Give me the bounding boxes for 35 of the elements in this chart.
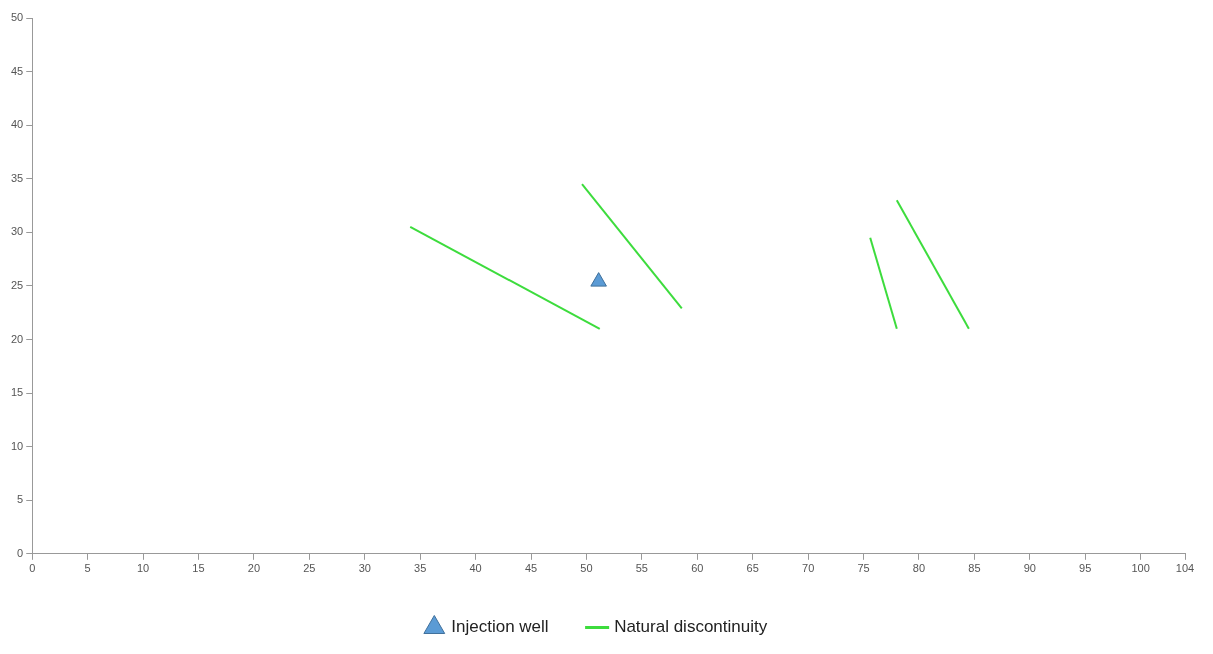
x-tick-label: 60 — [691, 562, 704, 575]
x-tick-label: 0 — [29, 562, 36, 575]
x-tick-label: 80 — [912, 562, 926, 575]
y-tick-label: 15 — [10, 386, 24, 399]
x-tick-label: 100 — [1131, 562, 1150, 575]
x-tick-label: 25 — [303, 562, 316, 575]
x-tick-label: 50 — [580, 562, 593, 575]
x-tick-label: 20 — [247, 562, 261, 575]
x-tick-label: 10 — [136, 562, 150, 575]
y-tick-label: 0 — [17, 546, 24, 559]
x-tick-label: 70 — [802, 562, 815, 575]
x-tick-label: 35 — [414, 562, 427, 575]
y-tick-label: 45 — [10, 64, 24, 77]
y-tick-label: 20 — [10, 332, 24, 345]
legend-label: Injection well — [451, 617, 549, 637]
legend-label: Natural discontinuity — [614, 617, 768, 637]
x-tick-label: 75 — [857, 562, 870, 575]
y-tick-label: 30 — [10, 225, 24, 238]
x-tick-label: 95 — [1079, 562, 1092, 575]
x-tick-label: 5 — [84, 562, 91, 575]
y-tick-label: 50 — [10, 11, 24, 24]
x-tick-label: 45 — [524, 562, 538, 575]
x-tick-label: 90 — [1023, 562, 1036, 575]
y-tick-label: 25 — [10, 278, 24, 291]
x-tick-label: 85 — [968, 562, 981, 575]
x-tick-label: 40 — [469, 562, 482, 575]
x-tick-label: 104 — [1175, 562, 1195, 575]
y-tick-label: 5 — [17, 493, 24, 506]
x-tick-label: 15 — [192, 562, 205, 575]
y-tick-label: 35 — [10, 171, 24, 184]
y-tick-label: 40 — [10, 118, 24, 131]
x-tick-label: 55 — [635, 562, 648, 575]
x-tick-label: 30 — [358, 562, 371, 575]
x-tick-label: 65 — [746, 562, 759, 575]
y-tick-label: 10 — [10, 439, 24, 452]
